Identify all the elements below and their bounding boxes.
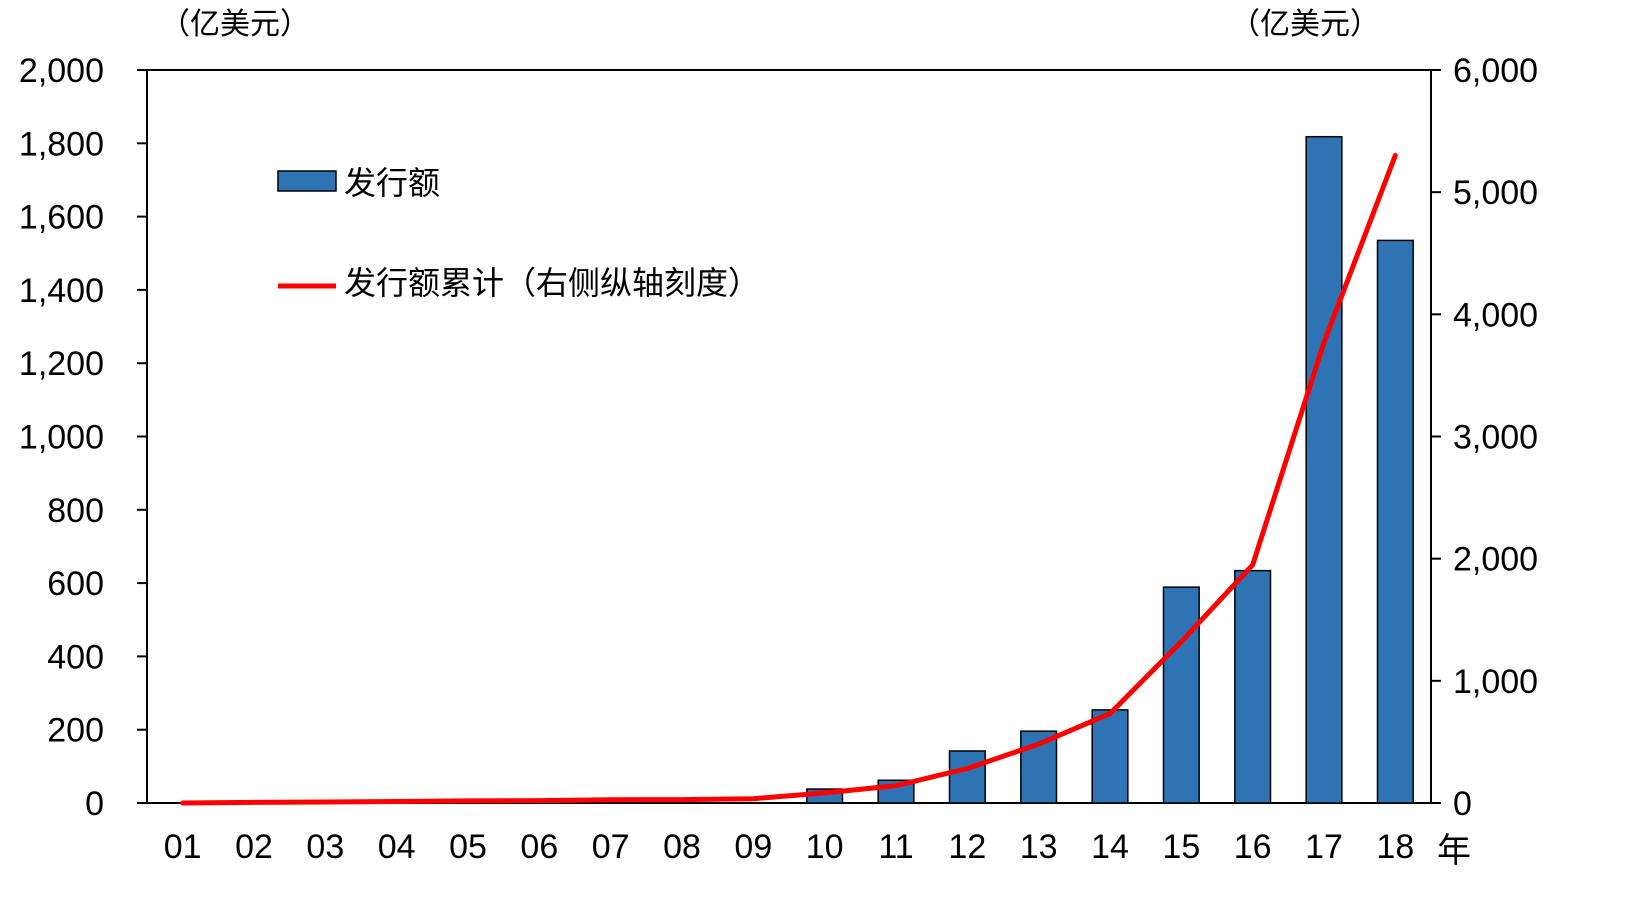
x-axis: 01 02 03 04 05 06 07 08 09 10 11 12 13 14 15 16 17 18 xyxy=(164,828,1414,866)
x-tick-label: 02 xyxy=(235,828,273,866)
bar-18 xyxy=(1376,239,1414,804)
right-tick-label: 5,000 xyxy=(1453,174,1538,212)
right-tick-label: 1,000 xyxy=(1453,663,1538,701)
x-tick-label: 03 xyxy=(306,828,344,866)
right-axis-unit: （亿美元） xyxy=(1230,7,1380,42)
x-tick-label: 06 xyxy=(520,828,558,866)
bar-12 xyxy=(948,750,986,804)
x-tick-label: 13 xyxy=(1020,828,1058,866)
x-tick-label: 16 xyxy=(1234,828,1272,866)
legend: 发行额 发行额累计（右侧纵轴刻度） xyxy=(277,164,760,302)
right-tick-label: 3,000 xyxy=(1453,419,1538,457)
right-tick-label: 4,000 xyxy=(1453,296,1538,334)
x-tick-label: 08 xyxy=(663,828,701,866)
x-tick-label: 01 xyxy=(164,828,202,866)
left-tick-label: 200 xyxy=(47,712,104,750)
right-tick-label: 0 xyxy=(1453,785,1472,823)
x-tick-label: 07 xyxy=(592,828,630,866)
x-tick-label: 10 xyxy=(806,828,844,866)
x-tick-label: 18 xyxy=(1376,828,1414,866)
x-tick-label: 14 xyxy=(1091,828,1129,866)
left-axis-unit: （亿美元） xyxy=(160,7,310,42)
bar-17 xyxy=(1305,135,1343,804)
legend-bar-swatch xyxy=(277,170,337,192)
left-tick-label: 1,400 xyxy=(19,272,104,310)
left-axis: 0 200 400 600 800 1,000 1,200 1,400 1,600 1,800 2,… xyxy=(19,52,147,823)
line-series-cumulative xyxy=(180,153,1398,806)
legend-bar-label: 发行额 xyxy=(344,164,440,202)
bar-14 xyxy=(1091,709,1129,804)
left-tick-label: 1,800 xyxy=(19,125,104,163)
x-tick-label: 09 xyxy=(734,828,772,866)
x-tick-label: 12 xyxy=(948,828,986,866)
bar-15 xyxy=(1162,586,1200,804)
left-tick-label: 400 xyxy=(47,638,104,676)
x-tick-label: 11 xyxy=(878,828,913,866)
left-tick-label: 1,200 xyxy=(19,345,104,383)
left-tick-label: 600 xyxy=(47,565,104,603)
cumulative-line xyxy=(180,153,1398,806)
bar-16 xyxy=(1234,569,1272,804)
left-tick-label: 0 xyxy=(85,785,104,823)
x-axis-unit: 年 xyxy=(1437,832,1471,870)
x-tick-label: 17 xyxy=(1305,828,1343,866)
legend-line-label: 发行额累计（右侧纵轴刻度） xyxy=(344,264,760,302)
left-tick-label: 1,000 xyxy=(19,419,104,457)
left-tick-label: 2,000 xyxy=(19,52,104,90)
right-axis: 0 1,000 2,000 3,000 4,000 5,000 6,000 xyxy=(1431,52,1538,823)
left-tick-label: 1,600 xyxy=(19,199,104,237)
bar-series-issuance xyxy=(806,135,1414,804)
left-tick-label: 800 xyxy=(47,492,104,530)
x-tick-label: 05 xyxy=(449,828,487,866)
right-tick-label: 2,000 xyxy=(1453,541,1538,579)
right-tick-label: 6,000 xyxy=(1453,52,1538,90)
x-tick-label: 15 xyxy=(1162,828,1200,866)
x-tick-label: 04 xyxy=(378,828,416,866)
